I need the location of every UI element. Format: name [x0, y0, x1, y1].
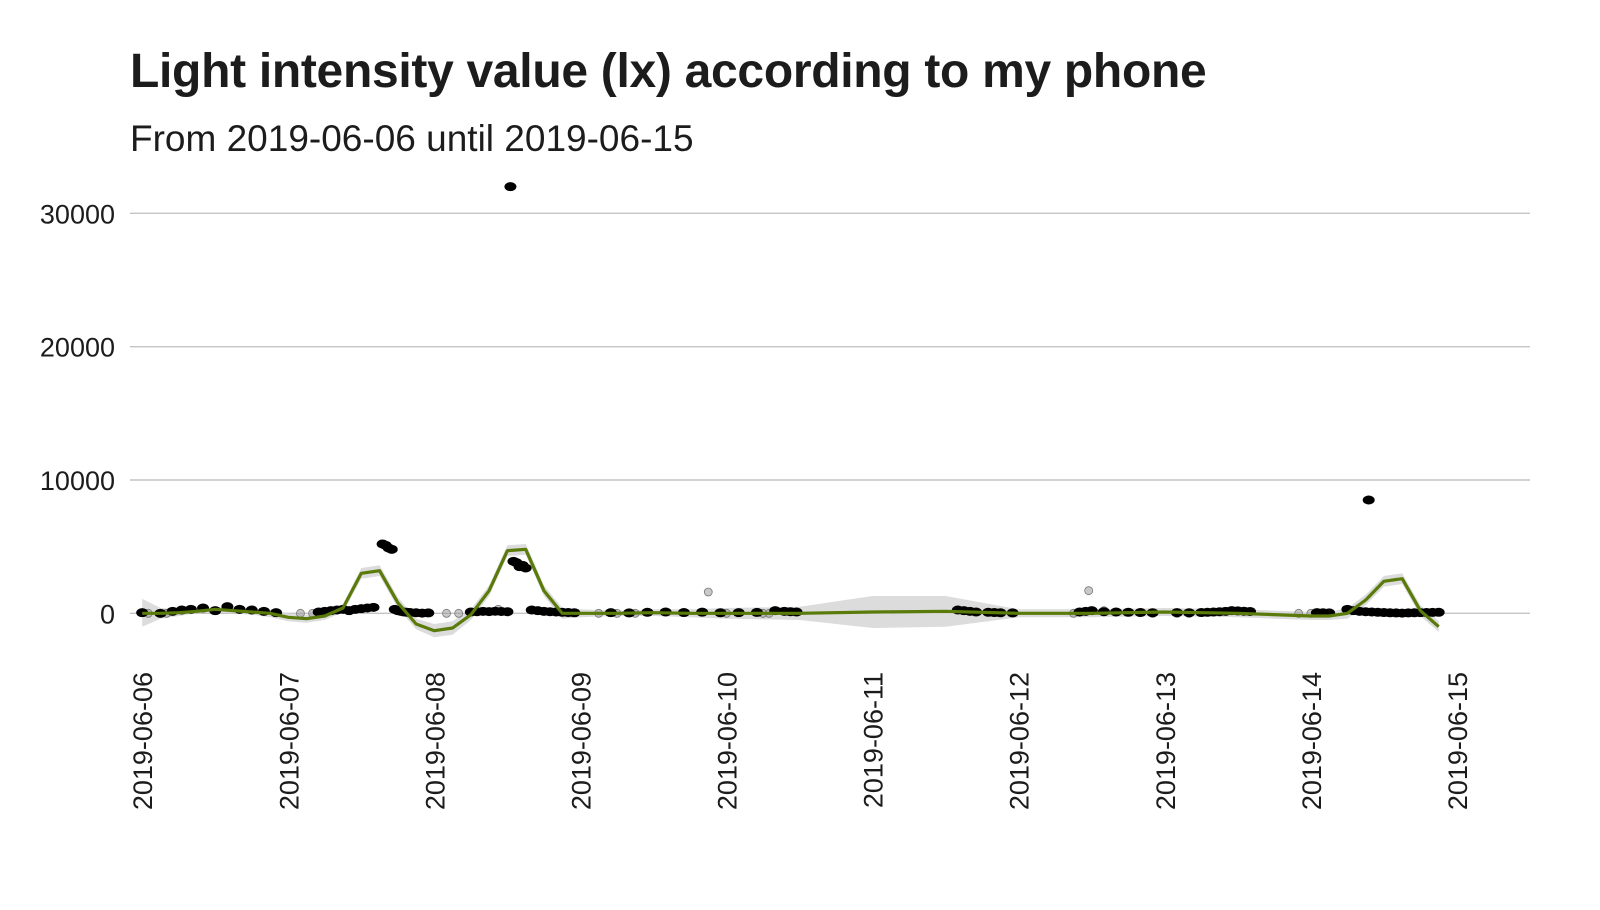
- faded-point: [703, 587, 713, 597]
- data-point: [367, 602, 380, 612]
- x-tick-label: 2019-06-15: [1443, 672, 1473, 810]
- chart-title: Light intensity value (lx) according to …: [130, 45, 1207, 98]
- x-tick-label: 2019-06-14: [1297, 672, 1327, 810]
- data-point: [1432, 607, 1445, 617]
- x-tick-label: 2019-06-10: [713, 672, 743, 810]
- trend-line: [142, 547, 1440, 633]
- confidence-band-layer: [142, 544, 1439, 638]
- y-tick-label: 10000: [40, 466, 115, 496]
- trend-layer: [142, 547, 1440, 633]
- x-tick-label: 2019-06-12: [1005, 672, 1035, 810]
- data-point: [422, 608, 435, 618]
- faded-point: [1084, 586, 1094, 596]
- y-tick-label: 20000: [40, 333, 115, 363]
- data-point: [501, 607, 514, 617]
- y-tick-label: 30000: [40, 199, 115, 229]
- faded-point: [442, 608, 451, 618]
- x-tick-label: 2019-06-07: [274, 672, 304, 810]
- data-point: [504, 182, 517, 192]
- y-tick-label: 0: [100, 599, 115, 629]
- faded-point: [296, 608, 305, 618]
- y-axis: 0 10000 20000 30000: [40, 199, 115, 629]
- chart-subtitle: From 2019-06-06 until 2019-06-15: [130, 118, 694, 159]
- x-tick-label: 2019-06-09: [566, 672, 596, 810]
- x-tick-label: 2019-06-06: [128, 672, 158, 810]
- x-axis: 2019-06-06 2019-06-07 2019-06-08 2019-06-09…: [128, 672, 1473, 810]
- x-tick-label: 2019-06-11: [859, 672, 889, 808]
- faded-point: [454, 608, 464, 618]
- grid-layer: [130, 212, 1530, 615]
- data-point: [136, 608, 149, 618]
- data-point: [519, 563, 532, 573]
- confidence-band: [142, 544, 1439, 638]
- data-point: [385, 544, 398, 554]
- points-layer: [136, 182, 1445, 618]
- x-tick-label: 2019-06-08: [420, 672, 450, 810]
- data-point: [1362, 495, 1375, 505]
- x-tick-label: 2019-06-13: [1151, 672, 1181, 810]
